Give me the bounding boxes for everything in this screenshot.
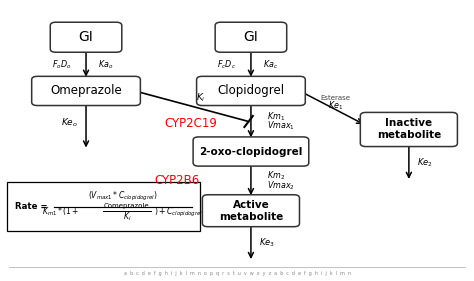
Text: $K_i$: $K_i$ [196,92,206,104]
Text: Esterase: Esterase [320,95,350,101]
Text: CYP2C19: CYP2C19 [164,117,217,130]
Text: CYP2B6: CYP2B6 [154,174,199,187]
Text: $Ke_2$: $Ke_2$ [417,156,433,169]
FancyBboxPatch shape [360,112,457,147]
Text: a  b  c  d  e  f  g  h  i  j  k  l  m  n  o  p  q  r  s  t  u  v  w  x  y  z  a : a b c d e f g h i j k l m n o p q r s t … [124,271,350,276]
Text: $Km_1$: $Km_1$ [267,110,285,123]
Text: $Ka_o$: $Ka_o$ [98,58,113,71]
Text: $Vmax_1$: $Vmax_1$ [267,120,295,132]
Text: Inactive
metabolite: Inactive metabolite [377,119,441,140]
Text: Rate =: Rate = [16,202,48,211]
FancyBboxPatch shape [50,22,122,52]
Text: $) + C_{clopidogrel}$: $) + C_{clopidogrel}$ [154,205,203,219]
Text: $Ke_3$: $Ke_3$ [259,236,275,249]
Text: $F_oD_o$: $F_oD_o$ [52,58,71,71]
FancyBboxPatch shape [202,195,300,227]
Text: $K_{m1}*(1 +$: $K_{m1}*(1 +$ [42,206,80,218]
Text: Clopidogrel: Clopidogrel [218,84,284,98]
Text: $Vmax_2$: $Vmax_2$ [267,179,295,192]
FancyBboxPatch shape [193,137,309,166]
FancyBboxPatch shape [215,22,287,52]
Text: $Km_2$: $Km_2$ [267,169,285,182]
Text: $Ke_o$: $Ke_o$ [61,117,78,129]
Text: $(V_{max1}*C_{clopidogrel})$: $(V_{max1}*C_{clopidogrel})$ [88,190,158,203]
Text: 2-oxo-clopidogrel: 2-oxo-clopidogrel [199,146,302,157]
Text: Comeprazole: Comeprazole [104,203,150,209]
Text: GI: GI [79,30,93,44]
Text: $Ke_1$: $Ke_1$ [328,99,343,112]
Text: GI: GI [244,30,258,44]
FancyBboxPatch shape [32,76,140,106]
FancyBboxPatch shape [7,182,200,231]
Text: $K_i$: $K_i$ [123,211,131,223]
Text: $Ka_c$: $Ka_c$ [263,58,278,71]
Text: $F_cD_c$: $F_cD_c$ [217,58,236,71]
FancyBboxPatch shape [197,76,305,106]
Text: Active
metabolite: Active metabolite [219,200,283,222]
Text: Omeprazole: Omeprazole [50,84,122,98]
